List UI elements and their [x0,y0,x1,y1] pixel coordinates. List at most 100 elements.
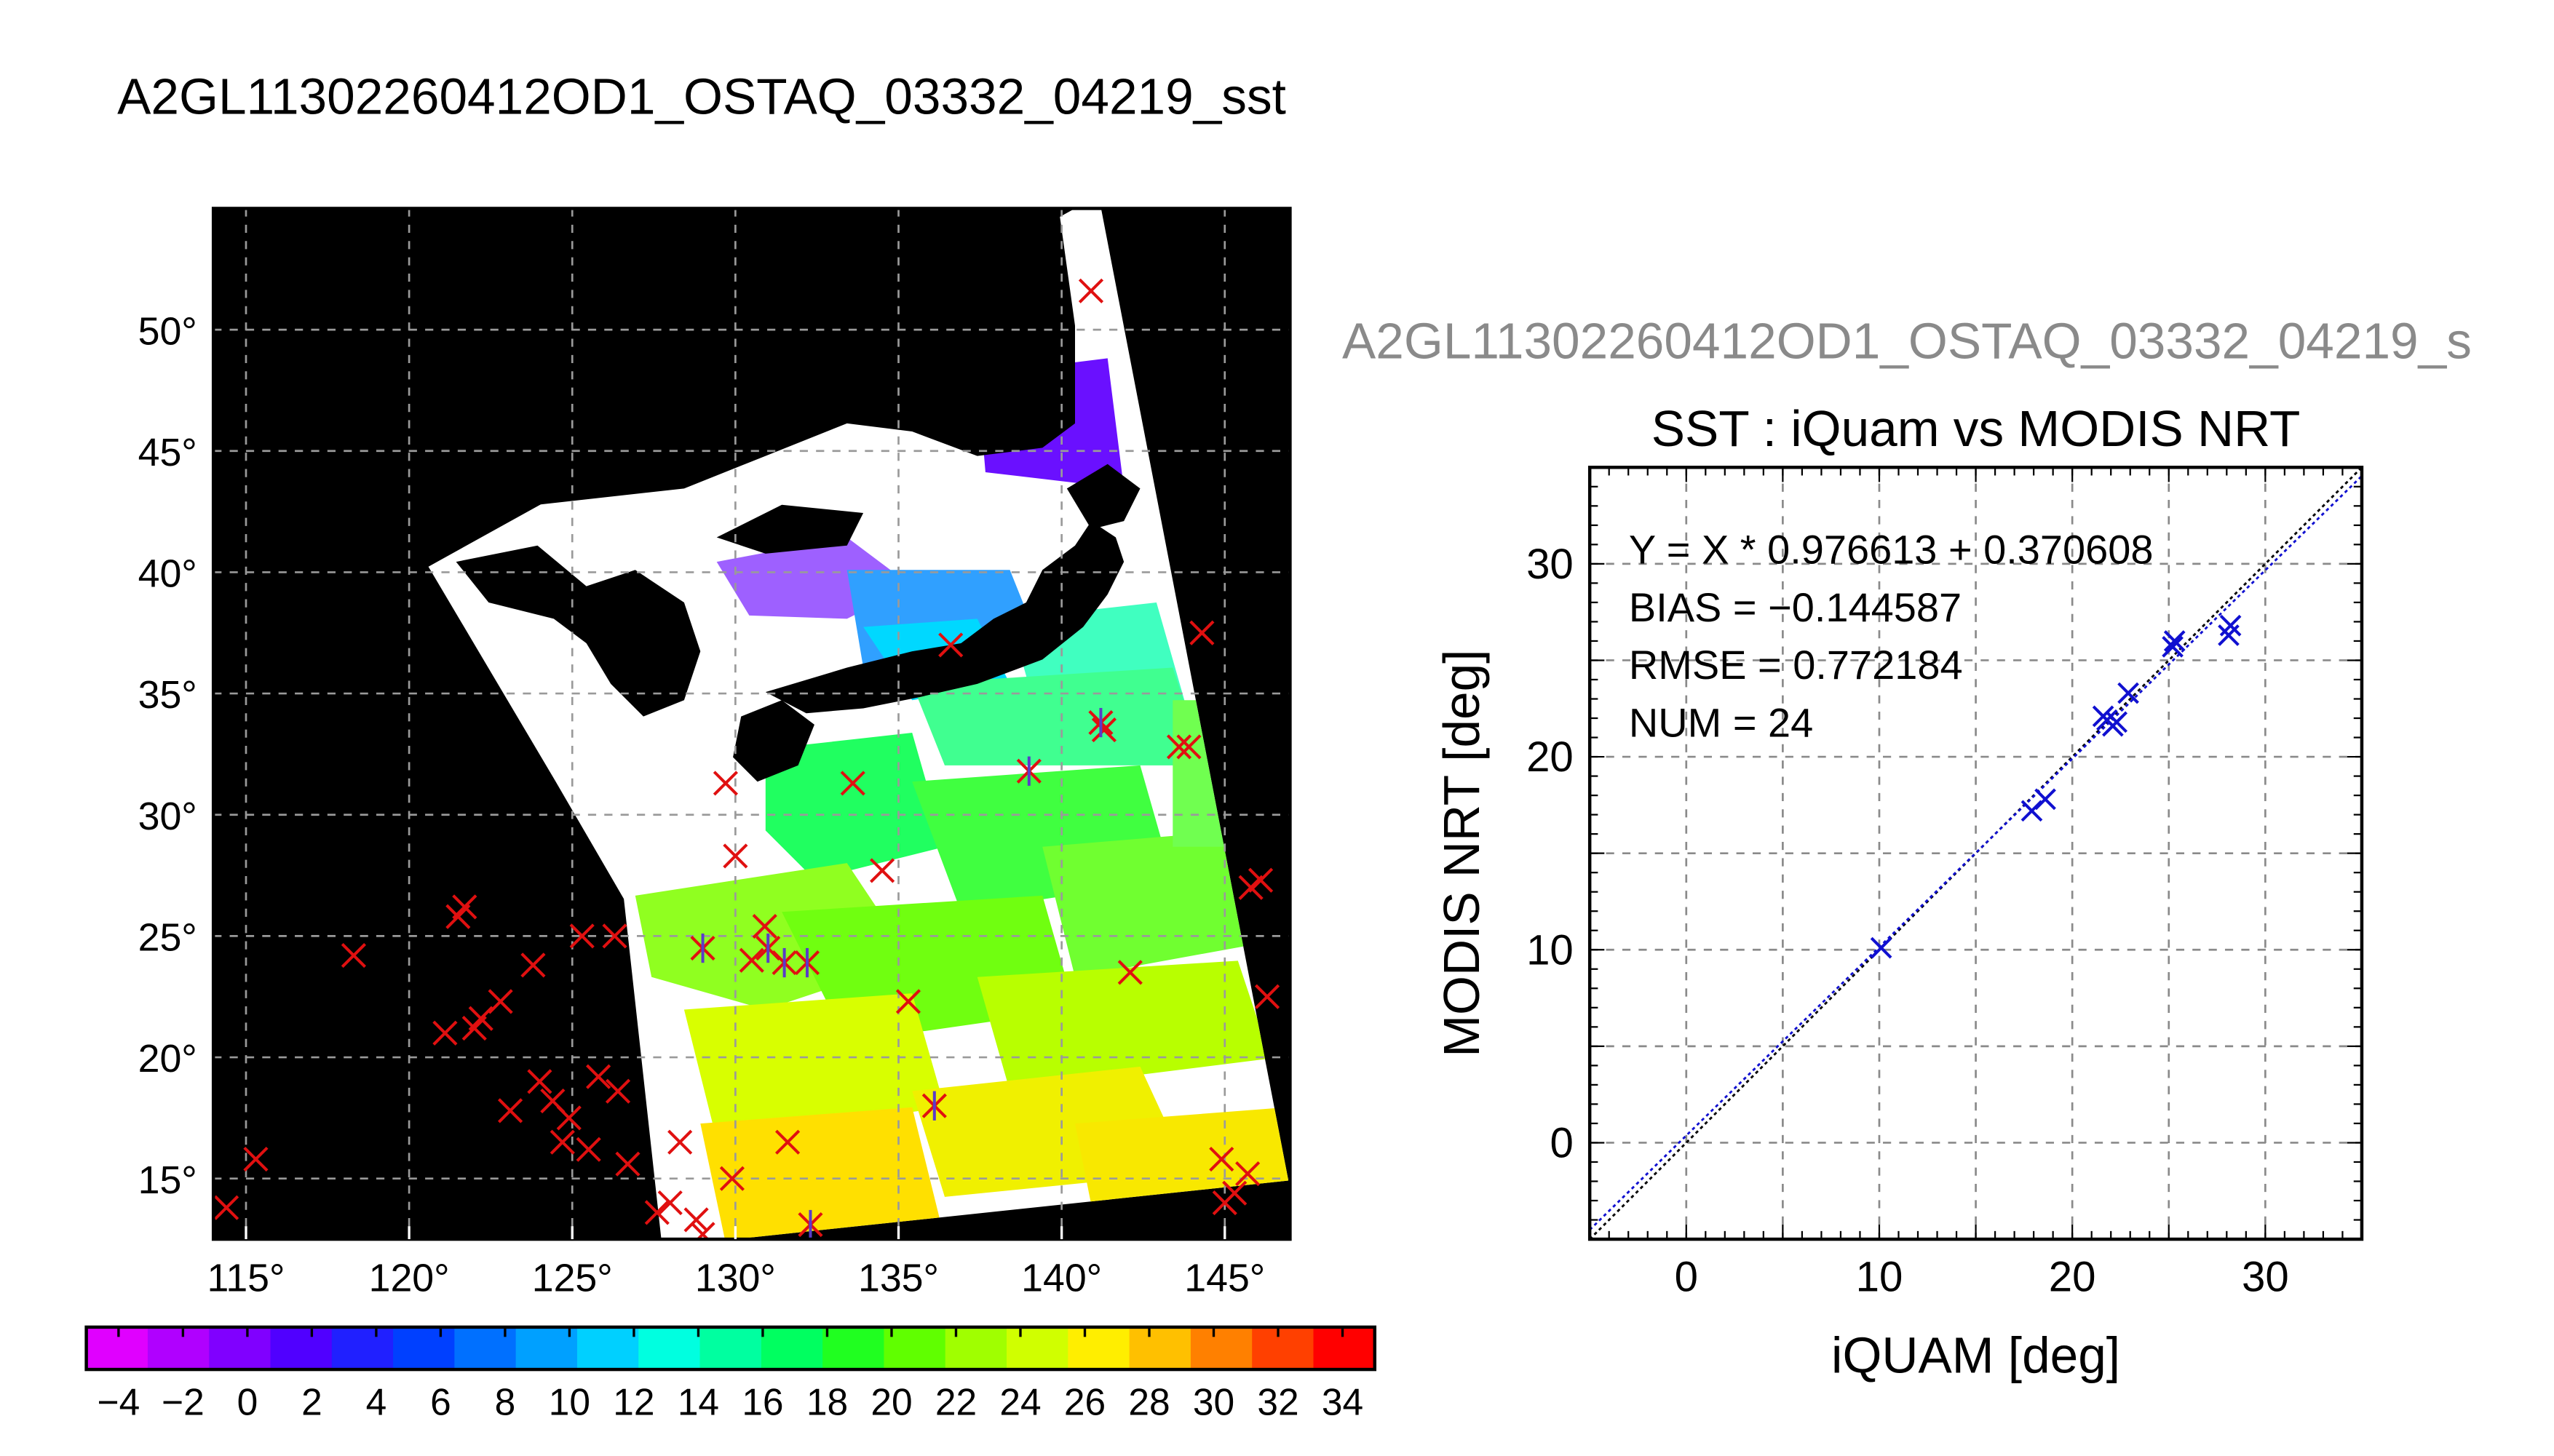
map-lon-tick-label: 140° [1021,1257,1102,1300]
map-marker-outside-swath [1091,717,1117,743]
scatter-point [2106,711,2128,733]
map-marker-outside-swath [657,1190,683,1216]
colorbar-tick-label: 8 [495,1381,516,1423]
colorbar-swatch [761,1326,824,1370]
map-gridlines [213,208,1290,1240]
colorbar-swatch [1068,1326,1130,1370]
colorbar-swatch [638,1326,701,1370]
scatter-x-axis-label: iQUAM [deg] [1831,1327,2120,1384]
colorbar-tick-label: 22 [935,1381,977,1423]
map-marker-outside-swath [214,1195,239,1220]
scatter-y-tick-label: 0 [1550,1120,1573,1167]
colorbar-frame [84,1325,1377,1372]
map-frame [211,207,1292,1241]
colorbar-tick-label: 4 [366,1381,387,1423]
map-lon-tick-label: 145° [1184,1257,1265,1300]
scatter-x-tick-label: 10 [1856,1254,1903,1301]
colorbar-swatch [884,1326,946,1370]
scatter-gridlines [1590,467,2362,1240]
map-marker-outside-swath [723,843,748,869]
colorbar-swatch [331,1326,394,1370]
scatter-point [2034,788,2056,811]
scatter-regression-line [1589,475,2363,1231]
map-lat-tick-label: 45° [138,431,197,474]
map-lat-tick-label: 15° [138,1158,197,1202]
map-lon-tick-label: 135° [858,1257,939,1300]
colorbar-swatch [270,1326,333,1370]
map-lon-tick-label: 125° [532,1257,613,1300]
colorbar-tick-label: 26 [1064,1381,1106,1423]
map-lat-tick-label: 35° [138,673,197,717]
map-marker-matchup [794,947,820,978]
scatter-point [2219,614,2242,637]
colorbar-swatch [147,1326,210,1370]
map-marker-outside-swath [520,952,546,978]
scatter-x-tick-label: 0 [1675,1254,1698,1301]
scatter-stat-annotation: NUM = 24 [1629,700,1813,746]
map-lon-tick-label: 115° [207,1257,285,1300]
scatter-stat-annotation: RMSE = 0.772184 [1629,642,1963,688]
map-marker-outside-swath [1222,1180,1248,1206]
colorbar-tick-label: 16 [742,1381,783,1423]
figure-main-title: A2GL11302260412OD1_OSTAQ_03332_04219_sst [117,68,1286,126]
colorbar-tick-label: 0 [237,1381,258,1423]
colorbar-swatch [515,1326,579,1370]
colorbar-tick-label: 20 [870,1381,912,1423]
colorbar-tick-label: 18 [806,1381,848,1423]
map-lat-tick-label: 25° [138,916,197,960]
map-marker-outside-swath [739,947,764,973]
map-marker-outside-swath [1166,734,1192,760]
scatter-point [1870,936,1892,959]
map-marker-outside-swath [550,1129,575,1155]
map-marker-outside-swath [895,989,921,1014]
colorbar-swatch [822,1326,885,1370]
map-marker-outside-swath [569,923,595,949]
scatter-point [2162,636,2184,658]
map-marker-outside-swath [586,1064,611,1089]
scatter-fit-lines [1589,466,2363,1241]
map-lat-tick-label: 50° [138,309,197,353]
map-marker-outside-swath [468,1006,493,1031]
map-marker-outside-swath [840,771,865,796]
map-lat-tick-label: 30° [138,795,197,838]
map-marker-outside-swath [1189,620,1215,645]
map-marker-matchup [690,933,715,963]
map-marker-outside-swath [938,632,964,658]
colorbar-tick-label: 28 [1128,1381,1170,1423]
colorbar-tick-label: −4 [98,1381,140,1423]
map-marker-outside-swath [1078,278,1104,303]
map-marker-outside-swath [527,1069,552,1094]
colorbar-swatch [576,1326,640,1370]
map-marker-outside-swath [605,1078,631,1104]
map-marker-outside-swath [1176,734,1202,760]
colorbar-tick-label: 32 [1257,1381,1298,1423]
map-lon-tick-label: 120° [369,1257,450,1300]
scatter-points [1870,614,2242,959]
colorbar-tick-label: 2 [301,1381,322,1423]
figure-secondary-title: A2GL11302260412OD1_OSTAQ_03332_04219_s [1342,312,2472,370]
colorbar-tick-label: 10 [549,1381,590,1423]
scatter-point [2117,682,2139,704]
map-ticks: 115° 120° 125° 130° 135° 140° 145° 50° 45° 40° 35°… [138,309,1266,1300]
map-marker-outside-swath [690,1222,715,1240]
map-marker-outside-swath [341,942,367,968]
map-marker-outside-swath [775,1129,801,1155]
map-marker-outside-swath [667,1129,693,1155]
map-marker-outside-swath [1248,867,1274,893]
scatter-title: SST : iQuam vs MODIS NRT [1651,400,2301,457]
colorbar-swatches [86,1326,1376,1370]
map-marker-outside-swath [1209,1146,1234,1172]
colorbar-swatch [1252,1326,1314,1370]
map-lat-tick-label: 40° [138,552,197,596]
map-marker-outside-swath [644,1200,670,1225]
map-marker-outside-swath [719,1166,745,1191]
colorbar-swatch [393,1326,456,1370]
map-marker-outside-swath [243,1146,269,1172]
colorbar-swatch [1313,1326,1376,1370]
map-marker-outside-swath [488,989,513,1014]
map-lon-tick-label: 130° [695,1257,776,1300]
map-lat-tick-label: 20° [138,1037,197,1081]
